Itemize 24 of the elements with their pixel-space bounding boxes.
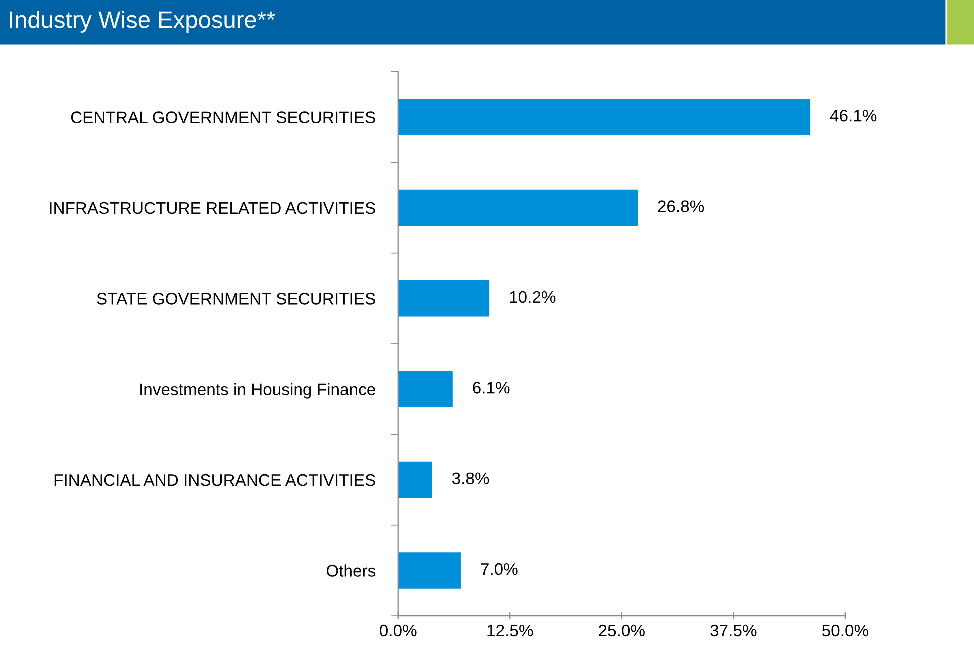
x-tick-label: 0.0% <box>380 624 417 637</box>
data-label: 7.0% <box>481 563 518 576</box>
x-tick-label: 37.5% <box>710 624 757 637</box>
data-label: 46.1% <box>830 110 877 122</box>
x-tick-label: 50.0% <box>822 624 868 637</box>
y-tick-label: Others <box>326 564 376 577</box>
data-label: 10.2% <box>510 291 556 304</box>
data-label: 3.8% <box>452 472 490 485</box>
bar <box>398 280 490 317</box>
y-tick-label: Investments in Housing Finance <box>140 383 376 399</box>
y-tick-label: STATE GOVERNMENT SECURITIES <box>97 293 376 305</box>
data-label: 26.8% <box>658 200 704 212</box>
data-label: 6.1% <box>473 382 510 394</box>
bar <box>398 190 638 226</box>
y-tick-label: FINANCIAL AND INSURANCE ACTIVITIES <box>54 474 376 486</box>
text: Industry Wise Exposure** <box>10 10 276 34</box>
bar <box>398 371 453 408</box>
bar <box>398 552 461 589</box>
x-tick-label: 25.0% <box>599 624 645 637</box>
y-tick-label: CENTRAL GOVERNMENT SECURITIES <box>71 112 376 124</box>
bar <box>398 99 811 136</box>
y-tick-label: INFRASTRUCTURE RELATED ACTIVITIES <box>50 202 376 214</box>
x-tick-label: 12.5% <box>488 624 534 637</box>
bar <box>398 462 432 498</box>
